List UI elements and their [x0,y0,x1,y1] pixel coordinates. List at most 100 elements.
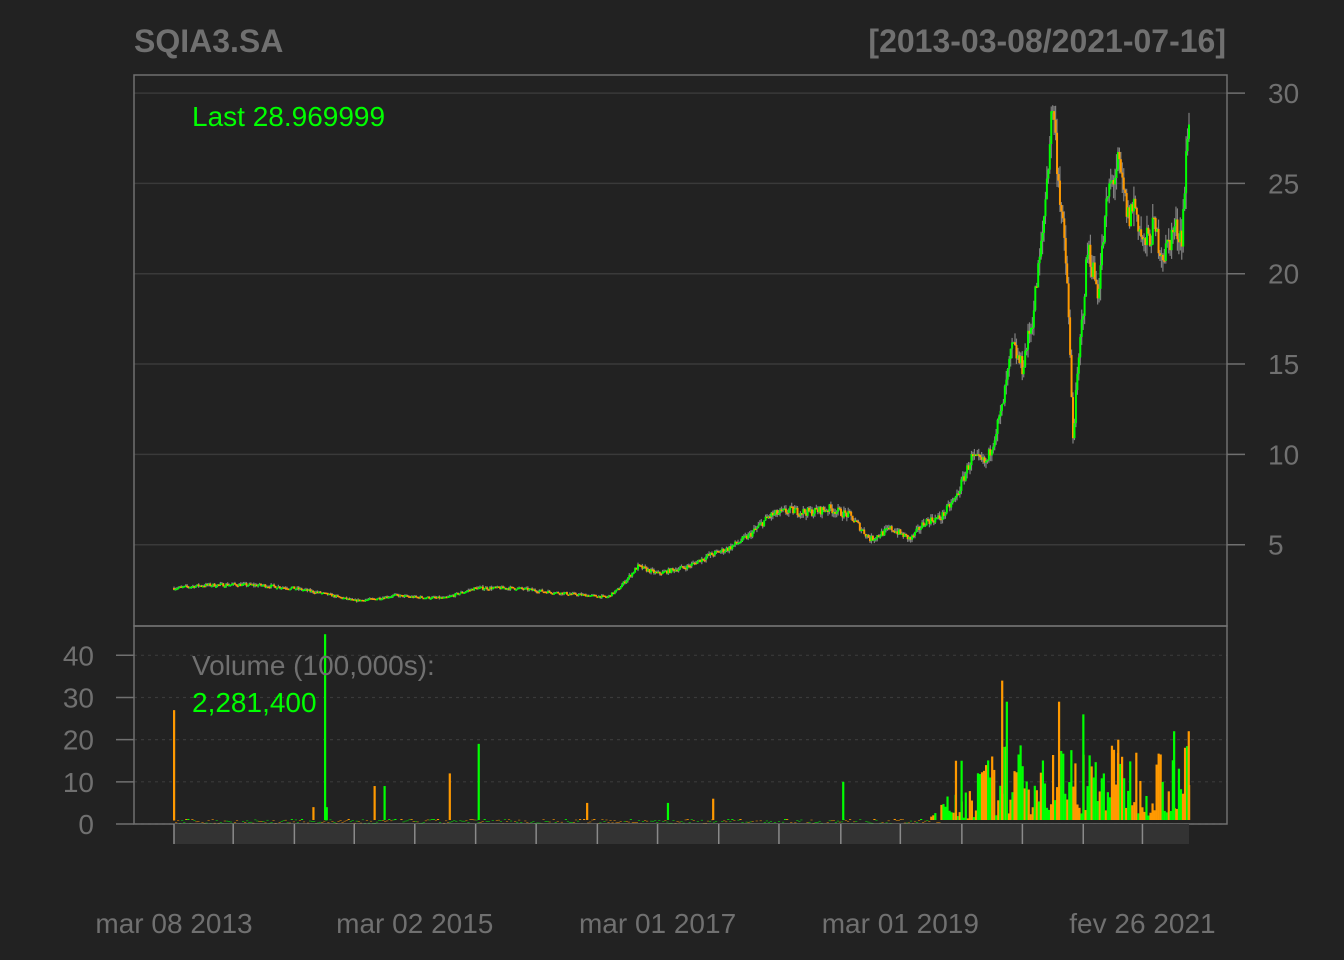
price-candle [391,595,394,597]
volume-bar [1157,753,1160,820]
price-candle [905,533,908,536]
price-candle [246,585,249,587]
price-candle [1143,238,1146,240]
price-candle [492,587,494,590]
price-candle [637,564,639,570]
volume-bar [1159,754,1162,820]
price-candle [545,591,548,594]
price-candle [613,591,616,594]
price-candle [541,589,544,592]
price-candle [1182,209,1185,247]
volume-bar [465,820,468,822]
price-candle [770,512,773,517]
volume-bar [175,822,178,823]
volume-bar [414,821,417,822]
volume-bar [1035,790,1038,820]
price-candle [871,535,874,541]
volume-bar [725,821,728,823]
price-candle [623,581,626,584]
price-candle [267,586,270,589]
price-candle [587,595,590,597]
price-candle [381,597,384,600]
price-candle [787,509,790,513]
price-candle [1050,111,1053,145]
price-candle [722,548,725,553]
volume-bar [183,822,186,823]
volume-bar [810,819,813,821]
price-candle [1037,263,1040,288]
price-candle [1101,245,1103,266]
price-candle [976,454,979,456]
volume-bar [755,820,758,822]
price-candle [747,534,750,539]
volume-bar [723,820,726,822]
volume-bar [1094,762,1097,820]
volume-bar [410,819,413,820]
price-candle [1016,355,1019,359]
price-candle [215,586,218,588]
volume-bar [1045,807,1049,820]
price-candle [183,586,186,588]
volume-bar [934,813,937,820]
volume-bar [436,818,440,820]
price-candle [515,589,518,591]
volume-bar [865,821,868,822]
volume-bar [266,819,269,821]
price-candle [1053,111,1056,120]
volume-spike-bar [373,786,376,820]
price-candle [867,534,870,538]
price-candle [600,595,603,598]
volume-bar [727,819,730,820]
price-candle [423,597,426,600]
price-candle [635,568,638,570]
price-candle [966,465,969,474]
volume-bar [1007,813,1010,820]
volume-bar [1155,764,1158,820]
price-candle [534,589,537,592]
volume-bar [885,822,888,824]
price-candle [418,596,421,599]
volume-bar [680,821,683,822]
price-candle [567,594,570,596]
volume-bar [897,820,900,821]
price-candle [405,595,407,597]
volume-bar [859,819,862,820]
volume-bar [1102,773,1105,820]
volume-bar [887,820,890,822]
price-candle [606,596,609,599]
volume-bar [964,792,967,820]
price-candle [680,566,683,568]
price-candle [260,583,262,586]
volume-bar [603,821,606,823]
volume-bar [497,819,500,821]
volume-bar [1169,810,1172,820]
price-candle [278,586,281,589]
price-candle [668,568,671,573]
price-candle [177,587,180,590]
price-candle [632,572,635,574]
price-candle [773,513,776,516]
price-candle [1008,358,1011,370]
volume-spike-bar [383,786,386,820]
price-candle [222,583,225,587]
price-candle [1083,296,1086,316]
price-candle [351,599,354,601]
volume-bar [985,765,988,820]
price-candle [513,588,516,590]
price-candle [619,587,622,590]
price-candle [1003,385,1006,403]
price-candle [719,551,722,553]
volume-bar [345,820,348,821]
price-candle [210,585,213,588]
price-candle [294,588,297,591]
price-candle [838,507,841,510]
price-candle [947,504,950,506]
price-candle [463,592,465,594]
price-candle [987,449,990,460]
price-candle [1174,219,1177,227]
price-candle [900,533,903,535]
volume-bar [181,820,184,821]
price-candle [1135,208,1138,215]
price-candle [335,595,338,598]
price-candle [1000,404,1003,411]
